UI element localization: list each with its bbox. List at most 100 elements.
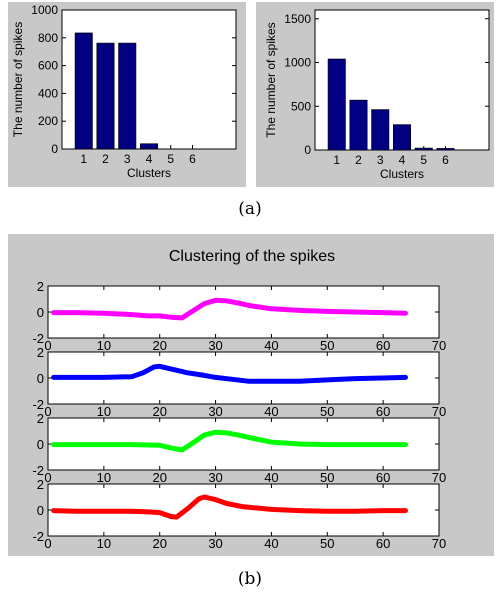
x-tick-label: 10 (97, 404, 111, 419)
x-tick-label: 30 (208, 338, 222, 353)
bar (74, 32, 93, 150)
x-tick-label: 0 (44, 536, 51, 551)
x-tick-label: 60 (376, 470, 390, 485)
x-tick-label: 60 (376, 536, 390, 551)
y-tick-label: 1500 (284, 12, 311, 26)
x-tick-label: 10 (97, 470, 111, 485)
x-tick-label: 40 (264, 470, 278, 485)
x-tick-label: 10 (97, 536, 111, 551)
x-tick-label: 50 (320, 338, 334, 353)
y-tick-label: 2 (37, 411, 44, 426)
x-tick-label: 50 (320, 404, 334, 419)
y-tick-label: 2 (37, 279, 44, 294)
x-tick-label: 40 (264, 536, 278, 551)
x-tick-label: 5 (420, 153, 427, 167)
caption-b: (b) (238, 569, 262, 589)
y-tick-label: -2 (32, 331, 44, 346)
series-line (51, 429, 408, 453)
x-tick-label: 40 (264, 338, 278, 353)
axis-ticks: 0 200 400 600 800 1000 1 2 3 4 5 6 (31, 3, 236, 166)
x-tick-label: 70 (432, 536, 446, 551)
x-tick-label: 5 (167, 152, 174, 166)
x-tick-label: 20 (152, 404, 166, 419)
x-tick-label: 10 (97, 338, 111, 353)
y-axis-label: The number of spikes (264, 22, 278, 137)
y-tick-label: 0 (51, 142, 58, 156)
y-tick-label: -2 (32, 529, 44, 544)
series-line (51, 363, 408, 384)
x-tick-label: 0 (44, 404, 51, 419)
bar-chart-left: 0 200 400 600 800 1000 1 2 3 4 5 6 Clusters The num… (8, 2, 246, 187)
y-tick-label: 1000 (31, 3, 58, 17)
y-tick-label: 2 (37, 477, 44, 492)
bar (118, 42, 137, 150)
x-tick-label: 60 (376, 338, 390, 353)
x-tick-label: 0 (44, 338, 51, 353)
y-tick-label: -2 (32, 397, 44, 412)
bar (140, 143, 159, 150)
axis-ticks: 0 500 1000 1500 1 2 3 4 5 6 (284, 12, 489, 167)
x-tick-label: 30 (208, 404, 222, 419)
caption-a: (a) (238, 199, 261, 219)
y-tick-label: 0 (37, 437, 44, 452)
bar (414, 147, 433, 151)
x-axis-label: Clusters (127, 166, 171, 180)
y-tick-label: 800 (38, 31, 58, 45)
x-tick-label: 50 (320, 470, 334, 485)
series-line (51, 297, 408, 321)
x-tick-label: 50 (320, 536, 334, 551)
x-tick-label: 6 (189, 152, 196, 166)
x-tick-label: 4 (146, 152, 153, 166)
bar-chart-right: 0 500 1000 1500 1 2 3 4 5 6 Clusters The number o… (256, 2, 494, 187)
bar (96, 42, 115, 150)
bar (349, 99, 368, 151)
series-line (51, 494, 408, 520)
y-tick-label: 1000 (284, 56, 311, 70)
x-tick-label: 30 (208, 536, 222, 551)
y-tick-label: 500 (291, 99, 311, 113)
x-tick-label: 20 (152, 536, 166, 551)
y-tick-label: 0 (37, 503, 44, 518)
x-tick-label: 1 (333, 153, 340, 167)
x-tick-label: 3 (124, 152, 131, 166)
y-axis-label: The number of spikes (11, 22, 25, 137)
y-tick-label: -2 (32, 463, 44, 478)
bar (436, 148, 455, 151)
chart-title: Clustering of the spikes (169, 248, 335, 265)
x-tick-label: 60 (376, 404, 390, 419)
bars (74, 32, 159, 150)
y-tick-label: 200 (38, 114, 58, 128)
y-tick-label: 2 (37, 345, 44, 360)
x-tick-label: 3 (377, 153, 384, 167)
x-tick-label: 20 (152, 338, 166, 353)
x-tick-label: 70 (432, 404, 446, 419)
x-tick-label: 2 (102, 152, 109, 166)
bars (327, 58, 455, 151)
x-tick-label: 20 (152, 470, 166, 485)
x-tick-label: 0 (44, 470, 51, 485)
x-tick-label: 40 (264, 404, 278, 419)
y-tick-label: 0 (304, 143, 311, 157)
bar (327, 58, 346, 151)
y-tick-label: 0 (37, 371, 44, 386)
x-tick-label: 1 (80, 152, 87, 166)
y-tick-label: 600 (38, 59, 58, 73)
y-tick-label: 400 (38, 86, 58, 100)
y-tick-label: 0 (37, 305, 44, 320)
x-tick-label: 70 (432, 338, 446, 353)
bar (371, 109, 390, 151)
x-axis-label: Clusters (380, 167, 424, 181)
x-tick-label: 4 (399, 153, 406, 167)
bar (392, 124, 411, 151)
x-tick-label: 6 (442, 153, 449, 167)
x-tick-label: 30 (208, 470, 222, 485)
x-tick-label: 70 (432, 470, 446, 485)
x-tick-label: 2 (355, 153, 362, 167)
